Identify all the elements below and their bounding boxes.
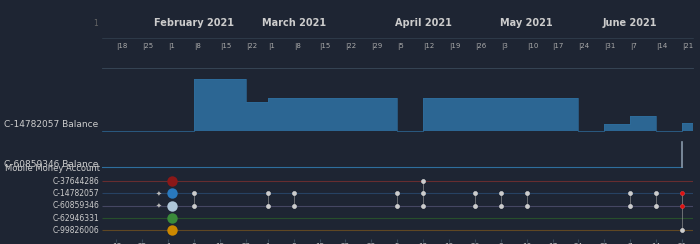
Text: |26: |26	[475, 43, 486, 50]
Text: |21: |21	[682, 43, 693, 50]
Text: |31: |31	[604, 43, 616, 50]
Text: |5: |5	[398, 43, 404, 50]
Text: |14: |14	[656, 43, 667, 50]
Text: May 2021: May 2021	[500, 18, 553, 28]
Text: 1: 1	[93, 19, 98, 28]
Text: |10: |10	[526, 43, 538, 50]
Text: |22: |22	[246, 43, 257, 50]
Text: |1: |1	[168, 43, 175, 50]
Text: Mobile Money Account: Mobile Money Account	[5, 164, 99, 173]
Text: |7: |7	[630, 43, 637, 50]
Text: |12: |12	[423, 43, 435, 50]
Text: |29: |29	[372, 43, 383, 50]
Text: C-62946331: C-62946331	[53, 214, 99, 223]
Text: April 2021: April 2021	[395, 18, 452, 28]
Text: |15: |15	[320, 43, 331, 50]
Text: February 2021: February 2021	[154, 18, 234, 28]
Text: C-14782057: C-14782057	[53, 189, 99, 198]
Text: |8: |8	[294, 43, 300, 50]
Text: |3: |3	[500, 43, 508, 50]
Text: C-37644286: C-37644286	[53, 177, 99, 186]
Text: |19: |19	[449, 43, 461, 50]
Text: |24: |24	[578, 43, 589, 50]
Text: C-99826006: C-99826006	[53, 226, 99, 235]
Text: ✦: ✦	[156, 191, 162, 196]
Text: |18: |18	[116, 43, 127, 50]
Text: |8: |8	[194, 43, 201, 50]
Text: C-60859346: C-60859346	[52, 201, 99, 210]
Text: |22: |22	[346, 43, 356, 50]
Text: June 2021: June 2021	[603, 18, 657, 28]
Text: C-14782057 Balance: C-14782057 Balance	[4, 121, 99, 130]
Text: ✦: ✦	[156, 203, 162, 209]
Text: |1: |1	[268, 43, 274, 50]
Text: |15: |15	[220, 43, 231, 50]
Text: C-60859346 Balance: C-60859346 Balance	[4, 160, 99, 169]
Text: |25: |25	[142, 43, 153, 50]
Text: March 2021: March 2021	[262, 18, 326, 28]
Text: |17: |17	[552, 43, 564, 50]
